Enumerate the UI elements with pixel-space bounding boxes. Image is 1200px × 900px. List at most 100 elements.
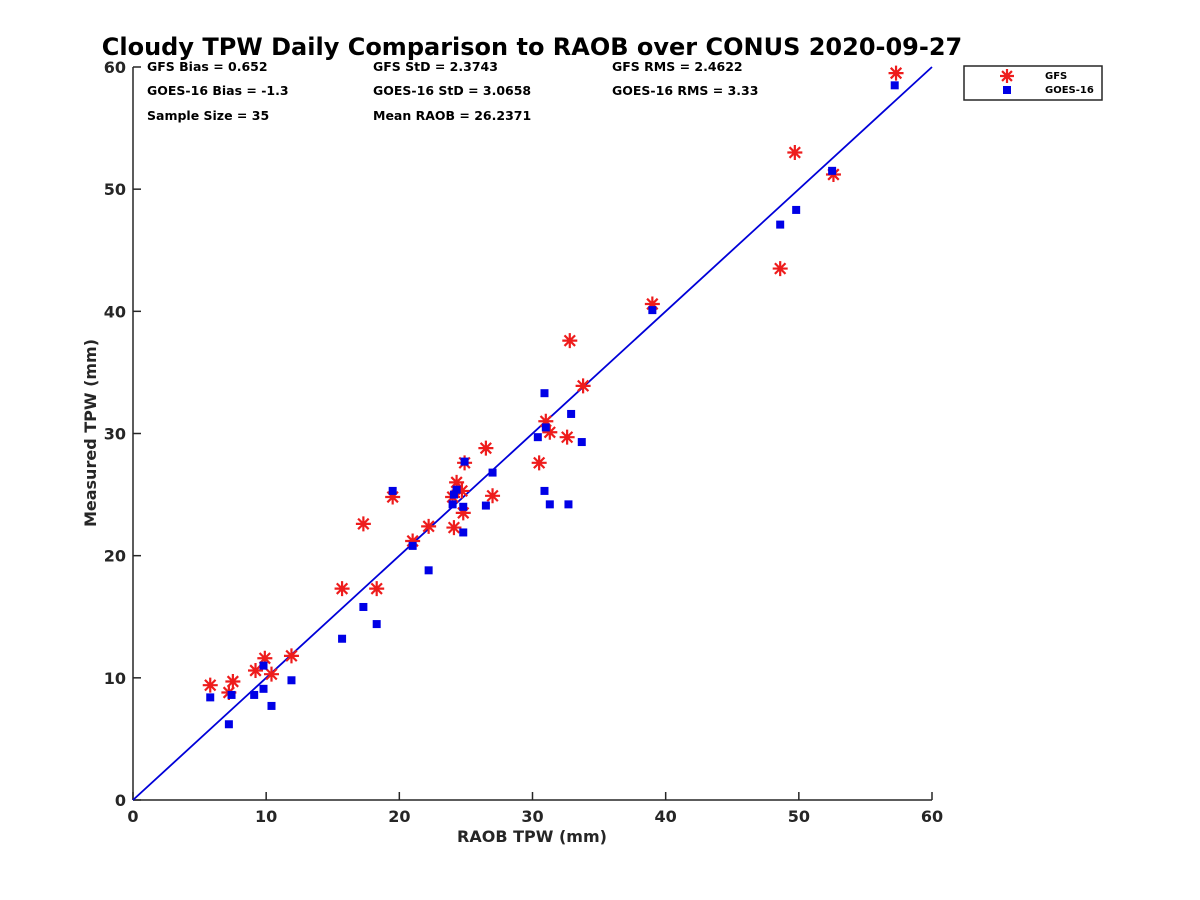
gfs-point [405, 533, 421, 549]
asterisk-stroke [575, 378, 591, 394]
asterisk-stroke [531, 455, 547, 471]
asterisk-stroke [202, 677, 218, 693]
legend-box [963, 65, 1103, 101]
asterisk-stroke [257, 650, 273, 666]
gfs-point [888, 65, 904, 81]
goes16-point [359, 602, 368, 611]
asterisk-stroke [225, 673, 241, 689]
goes16-point [452, 485, 461, 494]
legend-gfs-label: GFS [1045, 71, 1067, 82]
goes16-point [372, 620, 381, 629]
legend-goes16-label: GOES-16 [1045, 85, 1094, 96]
goes16-point [541, 423, 550, 432]
asterisk-stroke [334, 581, 350, 597]
asterisk-stroke [369, 581, 385, 597]
x-tick-label: 10 [255, 807, 277, 826]
goes16-point [388, 486, 397, 495]
gfs-point [334, 581, 350, 597]
legend-gfs-asterisk [1000, 69, 1014, 83]
goes16-point [540, 389, 549, 398]
goes16-point [448, 500, 457, 509]
goes16-point [259, 661, 268, 670]
gfs-point [485, 488, 501, 504]
legend-goes16-marker [1003, 86, 1011, 94]
gfs-point [772, 261, 788, 277]
gfs-bias-text: GFS Bias = 0.652 [147, 59, 268, 74]
gfs-point [449, 474, 465, 490]
y-tick-label: 50 [104, 180, 126, 199]
asterisk-stroke [772, 261, 788, 277]
goes16-point [227, 690, 236, 699]
asterisk-stroke [644, 296, 660, 312]
asterisk-stroke [1000, 69, 1014, 83]
goes16-point [338, 634, 347, 643]
gfs-point [421, 518, 437, 534]
asterisk-stroke [888, 65, 904, 81]
goes16-point [648, 306, 657, 315]
goes16-point [424, 566, 433, 575]
goes-std-text: GOES-16 StD = 3.0658 [373, 83, 531, 98]
asterisk-stroke [478, 440, 494, 456]
asterisk-stroke [263, 666, 279, 682]
goes16-point [540, 486, 549, 495]
asterisk-stroke [485, 488, 501, 504]
asterisk-stroke [405, 533, 421, 549]
asterisk-stroke [559, 429, 575, 445]
goes16-point [545, 500, 554, 509]
goes16-point [250, 690, 259, 699]
x-tick-label: 20 [388, 807, 410, 826]
goes16-point [459, 528, 468, 537]
goes16-point [287, 676, 296, 685]
gfs-point [531, 455, 547, 471]
goes16-point [792, 205, 801, 214]
goes16-series [206, 81, 899, 729]
chart-legend: GFS GOES-16 [963, 65, 1103, 101]
goes16-point [259, 684, 268, 693]
goes16-point [224, 720, 233, 729]
goes16-point [890, 81, 899, 90]
asterisk-stroke [542, 424, 558, 440]
y-tick-label: 0 [115, 791, 126, 810]
y-axis-label: Measured TPW (mm) [81, 339, 100, 527]
gfs-point [283, 648, 299, 664]
goes16-point [577, 438, 586, 447]
gfs-point [369, 581, 385, 597]
gfs-point [385, 489, 401, 505]
gfs-point [562, 333, 578, 349]
goes16-point [533, 433, 542, 442]
gfs-std-text: GFS StD = 2.3743 [373, 59, 498, 74]
goes16-point [488, 468, 497, 477]
goes16-point [449, 490, 458, 499]
asterisk-stroke [454, 483, 470, 499]
goes16-point [564, 500, 573, 509]
goes16-point [460, 457, 469, 466]
gfs-point [248, 663, 264, 679]
y-tick-label: 30 [104, 425, 126, 444]
asterisk-stroke [787, 145, 803, 161]
goes16-point [828, 166, 837, 175]
chart-title: Cloudy TPW Daily Comparison to RAOB over… [102, 33, 962, 61]
gfs-point [644, 296, 660, 312]
goes16-point [206, 693, 215, 702]
goes16-point [459, 502, 468, 511]
goes-rms-text: GOES-16 RMS = 3.33 [612, 83, 758, 98]
goes16-point [481, 501, 490, 510]
statistics-block: GFS Bias = 0.652 GFS StD = 2.3743 GFS RM… [147, 59, 758, 123]
x-tick-label: 50 [788, 807, 810, 826]
asterisk-stroke [446, 520, 462, 536]
goes16-point [267, 701, 276, 710]
asterisk-stroke [355, 516, 371, 532]
asterisk-stroke [421, 518, 437, 534]
y-tick-label: 20 [104, 547, 126, 566]
gfs-point [202, 677, 218, 693]
asterisk-stroke [455, 505, 471, 521]
gfs-point [455, 505, 471, 521]
asterisk-stroke [538, 413, 554, 429]
gfs-point [787, 145, 803, 161]
mean-raob-text: Mean RAOB = 26.2371 [373, 108, 531, 123]
asterisk-stroke [385, 489, 401, 505]
gfs-point [559, 429, 575, 445]
asterisk-stroke [248, 663, 264, 679]
asterisk-stroke [283, 648, 299, 664]
